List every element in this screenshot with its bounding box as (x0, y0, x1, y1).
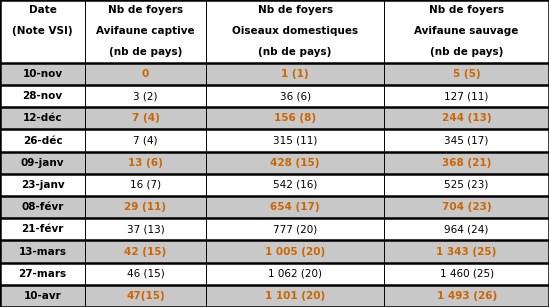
Text: 244 (13): 244 (13) (442, 113, 491, 123)
Text: 542 (16): 542 (16) (273, 180, 317, 190)
Text: Avifaune sauvage: Avifaune sauvage (414, 26, 519, 37)
Text: 368 (21): 368 (21) (442, 158, 491, 168)
Text: 0: 0 (142, 69, 149, 79)
Bar (0, 130, 549, 152)
Text: 1 (1): 1 (1) (281, 69, 309, 79)
Text: 12-déc: 12-déc (23, 113, 63, 123)
Text: 964 (24): 964 (24) (445, 224, 489, 234)
Text: 345 (17): 345 (17) (445, 136, 489, 146)
Text: 26-déc: 26-déc (23, 136, 63, 146)
Text: 1 493 (26): 1 493 (26) (436, 291, 497, 301)
Bar (0, 63, 549, 85)
Text: 1 062 (20): 1 062 (20) (268, 269, 322, 279)
Text: (Note VSI): (Note VSI) (12, 26, 73, 37)
Bar (0, 0, 549, 63)
Text: 315 (11): 315 (11) (273, 136, 317, 146)
Bar (0, 262, 549, 285)
Text: 127 (11): 127 (11) (445, 91, 489, 101)
Text: Avifaune captive: Avifaune captive (96, 26, 195, 37)
Text: 29 (11): 29 (11) (125, 202, 166, 212)
Text: 10-nov: 10-nov (23, 69, 63, 79)
Text: 42 (15): 42 (15) (125, 247, 166, 257)
Text: 1 460 (25): 1 460 (25) (440, 269, 494, 279)
Bar (0, 196, 549, 218)
Bar (0, 85, 549, 107)
Text: 16 (7): 16 (7) (130, 180, 161, 190)
Text: (nb de pays): (nb de pays) (109, 48, 182, 57)
Text: 156 (8): 156 (8) (274, 113, 316, 123)
Text: 10-avr: 10-avr (24, 291, 61, 301)
Text: Nb de foyers: Nb de foyers (257, 6, 333, 15)
Text: 704 (23): 704 (23) (442, 202, 491, 212)
Text: 654 (17): 654 (17) (270, 202, 320, 212)
Text: 1 101 (20): 1 101 (20) (265, 291, 325, 301)
Text: (nb de pays): (nb de pays) (430, 48, 503, 57)
Text: 37 (13): 37 (13) (127, 224, 164, 234)
Text: Date: Date (29, 6, 57, 15)
Text: 7 (4): 7 (4) (133, 136, 158, 146)
Text: 27-mars: 27-mars (19, 269, 66, 279)
Text: 3 (2): 3 (2) (133, 91, 158, 101)
Text: 09-janv: 09-janv (21, 158, 64, 168)
Text: 13 (6): 13 (6) (128, 158, 163, 168)
Bar (0, 152, 549, 174)
Text: 36 (6): 36 (6) (279, 91, 311, 101)
Text: (nb de pays): (nb de pays) (259, 48, 332, 57)
Text: 46 (15): 46 (15) (127, 269, 164, 279)
Bar (0, 174, 549, 196)
Bar (0, 240, 549, 262)
Text: 21-févr: 21-févr (21, 224, 64, 234)
Text: 47(15): 47(15) (126, 291, 165, 301)
Text: Oiseaux domestiques: Oiseaux domestiques (232, 26, 358, 37)
Text: 428 (15): 428 (15) (270, 158, 320, 168)
Bar (0, 218, 549, 240)
Bar (0, 107, 549, 130)
Text: 777 (20): 777 (20) (273, 224, 317, 234)
Text: Nb de foyers: Nb de foyers (429, 6, 504, 15)
Text: 1 005 (20): 1 005 (20) (265, 247, 325, 257)
Text: 5 (5): 5 (5) (453, 69, 480, 79)
Text: 28-nov: 28-nov (23, 91, 63, 101)
Text: 1 343 (25): 1 343 (25) (436, 247, 497, 257)
Text: 08-févr: 08-févr (21, 202, 64, 212)
Text: 7 (4): 7 (4) (132, 113, 159, 123)
Text: 525 (23): 525 (23) (445, 180, 489, 190)
Text: 13-mars: 13-mars (19, 247, 66, 257)
Text: 23-janv: 23-janv (21, 180, 64, 190)
Bar (0, 285, 549, 307)
Text: Nb de foyers: Nb de foyers (108, 6, 183, 15)
